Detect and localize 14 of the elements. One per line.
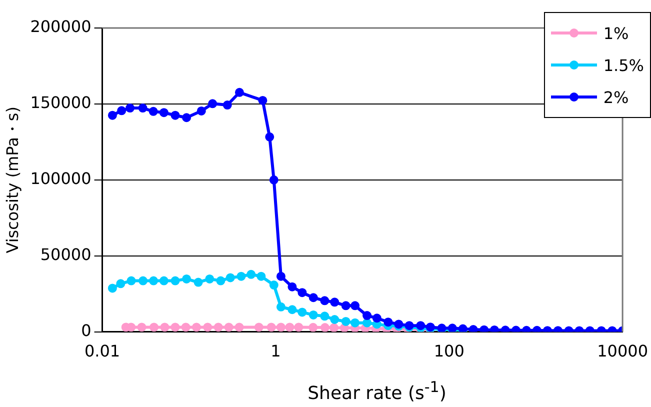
legend-label: 1.5% (603, 56, 644, 74)
x-tick-label: 100 (434, 342, 464, 361)
y-tick-label: 0 (81, 320, 92, 340)
x-tick-label: 0.01 (84, 342, 120, 361)
y-tick-label: 100000 (30, 169, 92, 188)
y-tick-label: 200000 (30, 17, 92, 36)
legend-label: 2% (603, 88, 629, 106)
x-tick-label: 1 (270, 342, 281, 361)
x-axis-title: Shear rate (s$^{-1}$) (306, 378, 448, 404)
legend-label: 1% (603, 24, 629, 42)
x-tick-label: 10000 (597, 342, 648, 361)
y-tick-label: 50000 (40, 245, 92, 264)
y-axis-title: Viscosity (mPa・s) (2, 106, 22, 254)
y-tick-label: 150000 (30, 93, 92, 112)
